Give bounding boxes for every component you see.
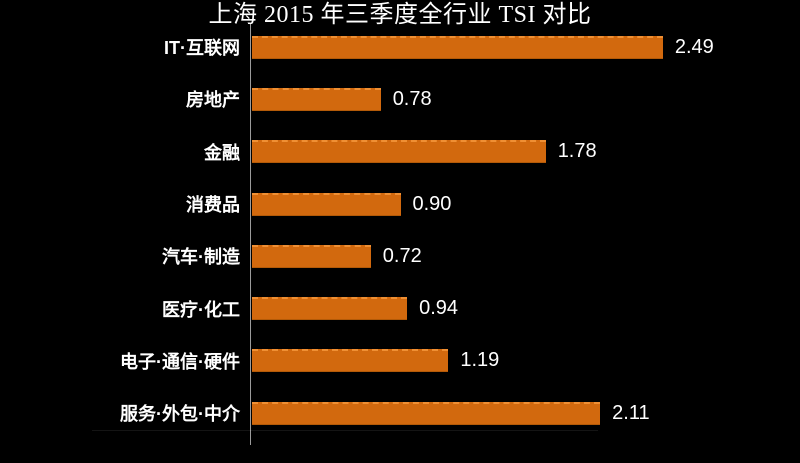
- bar: [252, 87, 381, 111]
- chart-title: 上海 2015 年三季度全行业 TSI 对比: [208, 2, 592, 28]
- category-label: 金融: [204, 142, 240, 163]
- bar-row: 电子·通信·硬件 1.19: [0, 335, 800, 387]
- value-label: 2.11: [612, 401, 650, 424]
- bar-row: 服务·外包·中介 2.11: [0, 387, 800, 439]
- bar-row: 医疗·化工 0.94: [0, 282, 800, 334]
- bar: [252, 244, 371, 268]
- value-label: 2.49: [674, 35, 714, 58]
- y-axis-line: [250, 24, 251, 445]
- category-label: 汽车·制造: [162, 247, 240, 268]
- bar-row: 房地产 0.78: [0, 73, 800, 125]
- bar-row: 汽车·制造 0.72: [0, 230, 800, 282]
- bar: [252, 35, 663, 59]
- bar: [252, 297, 408, 321]
- category-label: 房地产: [186, 90, 240, 111]
- bar: [252, 140, 546, 164]
- category-label: 医疗·化工: [162, 299, 240, 320]
- category-label: IT·互联网: [164, 38, 240, 59]
- bar: [252, 349, 449, 373]
- category-label: 消费品: [186, 195, 240, 216]
- bar-row: 金融 1.78: [0, 126, 800, 178]
- bar: [252, 192, 401, 216]
- value-label: 1.78: [557, 140, 597, 163]
- bar-row: IT·互联网 2.49: [0, 21, 800, 73]
- bar-row: 消费品 0.90: [0, 178, 800, 230]
- category-label: 电子·通信·硬件: [120, 351, 240, 372]
- category-label: 服务·外包·中介: [120, 404, 240, 425]
- x-baseline: [92, 430, 598, 431]
- value-label: 0.72: [382, 244, 422, 267]
- bar-rows: IT·互联网 2.49 房地产 0.78 金融 1.78 消费品 0.90 汽车·制造 0.72 医…: [0, 21, 800, 439]
- bar: [252, 401, 601, 425]
- value-label: 0.78: [392, 87, 432, 110]
- value-label: 1.19: [460, 349, 500, 372]
- value-label: 0.94: [419, 297, 459, 320]
- value-label: 0.90: [412, 192, 452, 215]
